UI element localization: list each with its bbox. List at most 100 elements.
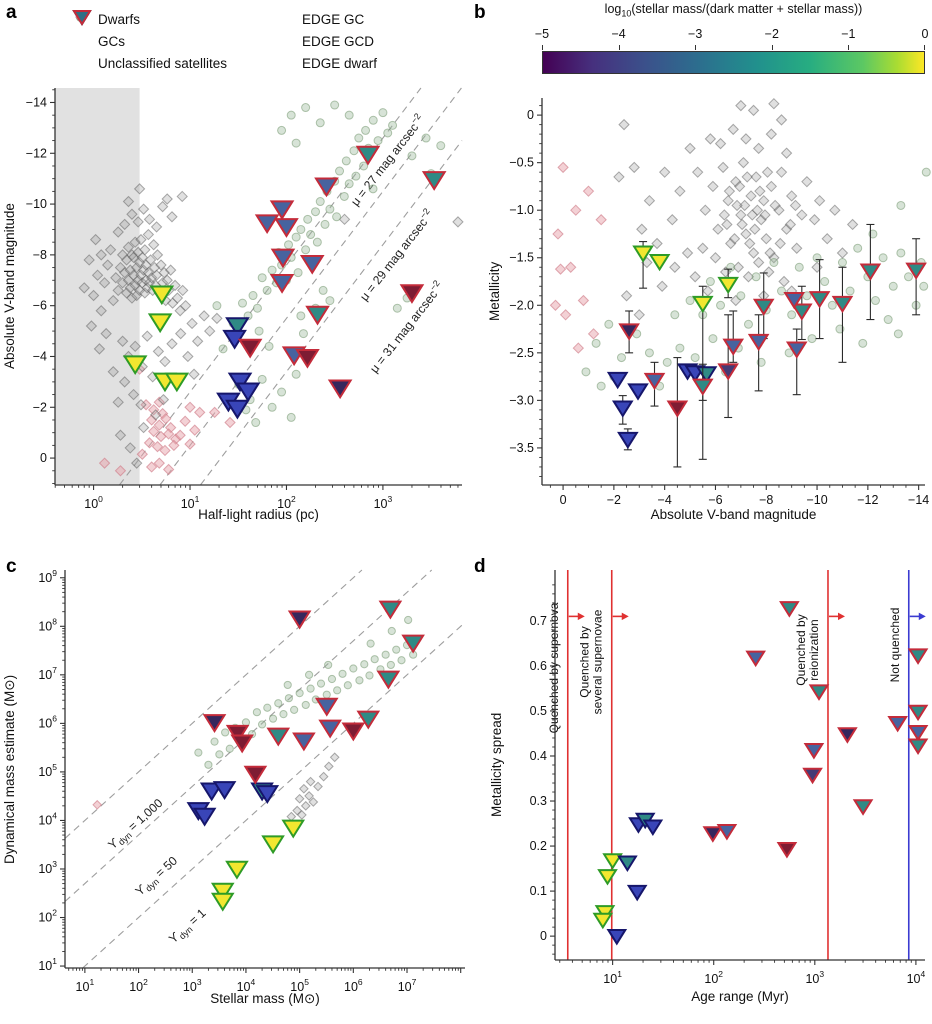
dwarfs-point: [237, 298, 247, 308]
axis-title-d-y: Metallicity spread: [489, 712, 504, 818]
axis-title-b-x: Absolute V-band magnitude: [650, 507, 817, 522]
dwarfs-point: [604, 319, 614, 329]
gcs-point: [112, 226, 124, 238]
unclassified-point: [147, 404, 160, 416]
gcs-point: [116, 277, 129, 289]
dwarfs-point: [264, 341, 274, 351]
gcs-point: [763, 266, 775, 278]
tick-label: −6: [708, 493, 722, 507]
series-unclassified: [92, 799, 103, 810]
edge-gc-point: [717, 276, 739, 295]
tick-label: −0.5: [509, 156, 534, 170]
gcs-point: [191, 335, 204, 347]
dwarfs-point: [366, 639, 375, 648]
edge-gcd-point: [617, 855, 638, 873]
dwarfs-point: [351, 171, 361, 181]
edge-dwarf-point: [269, 200, 295, 221]
dwarfs-point: [298, 329, 308, 339]
tick-label: 102: [129, 977, 148, 994]
colorbar-tick: −2: [764, 27, 779, 41]
series-gcs: [286, 752, 340, 822]
edge-dwarf-point: [837, 727, 858, 744]
gcs-point: [775, 166, 788, 178]
dwarfs-point: [325, 204, 335, 214]
gcs-point: [724, 237, 737, 250]
gcs-point: [732, 261, 745, 273]
gcs-point: [760, 233, 772, 245]
guide-label: ϒdyn = 1,000: [105, 796, 167, 854]
dwarfs-point: [277, 125, 287, 135]
dwarfs-point: [436, 141, 446, 151]
series-edge-dwarf: [202, 600, 425, 785]
gcs-point: [127, 388, 140, 401]
unclassified-point: [577, 294, 590, 307]
unclassified-point: [564, 261, 577, 273]
dwarfs-point: [204, 760, 213, 769]
gcs-point: [130, 457, 143, 469]
edge-gc-point: [597, 869, 618, 886]
dwarfs-point: [802, 291, 812, 301]
edge-gc-point: [648, 254, 671, 272]
gcs-point: [744, 237, 756, 250]
panel-d: Quenched by supernova Quenched by several …: [530, 570, 929, 986]
edge-gcd-point: [255, 785, 280, 804]
edge-dwarf-point: [887, 715, 908, 733]
gcs-point: [107, 294, 119, 307]
tick-label: −12: [857, 493, 878, 507]
edge-dwarf-point: [327, 379, 353, 400]
tick-label: 0.1: [530, 884, 547, 898]
gcs-point: [78, 282, 90, 294]
colorbar-title: log10(stellar mass/(dark matter + stella…: [604, 2, 863, 19]
gcs-point: [132, 216, 144, 228]
edge-dwarf-point: [783, 292, 806, 310]
tick-label: −8: [33, 248, 47, 262]
gcs-point: [764, 247, 776, 259]
edge-dwarf-point: [356, 710, 381, 730]
dwarfs-point: [303, 214, 313, 224]
dwarfs-point: [807, 334, 817, 344]
gcs-point: [774, 237, 786, 250]
gcs-point: [91, 269, 104, 281]
gcs-point: [136, 251, 149, 264]
tick-label: −12: [26, 146, 47, 160]
panel-b: 0 −2 −4 −6 −8 −10 −12 −14 0 −0.5 −1.0 −1.5 −2.0 −2.5 −…: [509, 97, 931, 507]
gcs-point: [305, 776, 316, 787]
tick-label: 103: [374, 494, 393, 511]
dwarfs-point: [221, 728, 230, 737]
gcs-point: [144, 254, 157, 266]
gcs-point: [684, 142, 696, 155]
gcs-point: [152, 345, 165, 358]
dwarfs-point: [386, 660, 395, 670]
dwarfs-point: [274, 699, 283, 708]
dwarfs-point: [820, 277, 830, 287]
gcs-point: [133, 256, 146, 269]
edge-dwarf-point: [907, 724, 929, 742]
dwarfs-point: [296, 311, 306, 321]
tick-label: 0.2: [530, 839, 547, 853]
gcs-point: [651, 237, 663, 250]
dwarfs-point: [290, 705, 299, 714]
unclassified-point: [168, 439, 180, 452]
pink-diamond-icon: [72, 10, 92, 72]
gcs-point: [143, 213, 156, 226]
unclassified-point: [572, 342, 585, 354]
dwarfs-point: [903, 272, 913, 282]
dwarfs-point: [268, 714, 278, 723]
gcs-point: [118, 218, 131, 231]
edge-gc-point: [632, 245, 654, 263]
edge-dwarf-point: [376, 670, 401, 690]
gcs-point: [126, 249, 138, 261]
gcs-point: [124, 264, 136, 276]
panel-letter-a: a: [6, 2, 17, 23]
dwarfs-point: [258, 720, 267, 729]
tick-label: −14: [26, 95, 47, 109]
gcs-point: [741, 171, 753, 183]
gcs-point: [182, 350, 194, 363]
edge-dwarf-point: [378, 600, 403, 620]
edge-gc-point: [261, 835, 285, 855]
edge-dwarf-point: [808, 684, 830, 701]
gcs-point: [145, 272, 158, 284]
colorbar-tick: −1: [841, 27, 856, 41]
dwarfs-point: [311, 207, 321, 217]
edge-gcd-point: [642, 819, 664, 837]
